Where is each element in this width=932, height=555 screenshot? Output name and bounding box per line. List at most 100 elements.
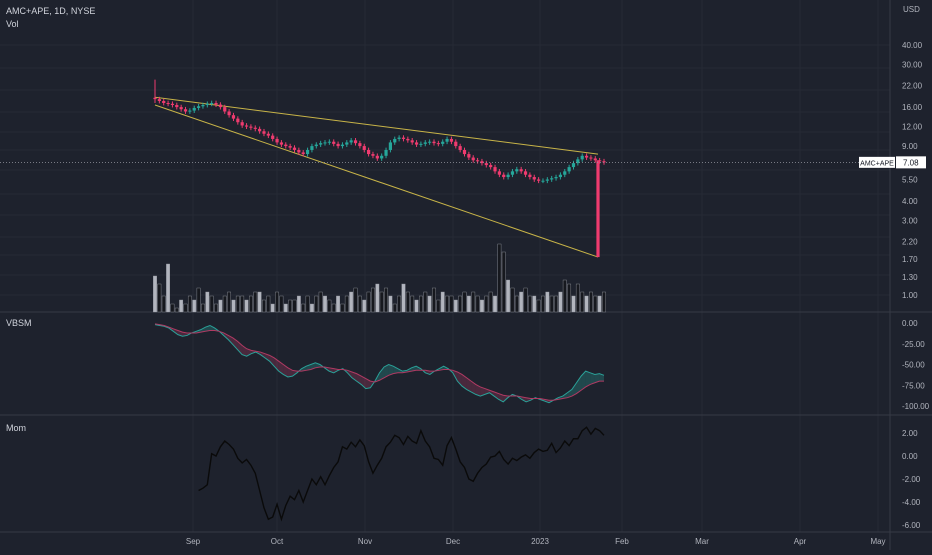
candle-body xyxy=(428,141,432,143)
volume-bar xyxy=(541,295,545,313)
volume-bar xyxy=(497,243,502,313)
volume-label[interactable]: Vol xyxy=(6,19,19,29)
vbsm-fill xyxy=(494,391,499,400)
volume-bar xyxy=(353,287,358,313)
vbsm-fill xyxy=(585,371,591,387)
candle-body xyxy=(192,107,196,111)
vbsm-fill xyxy=(209,325,215,331)
volume-bar xyxy=(253,291,258,313)
vbsm-fill xyxy=(246,348,252,357)
price-tag: AMC+APE 7.08 xyxy=(0,156,926,169)
volume-bar xyxy=(161,295,166,313)
vbsm-fill xyxy=(480,386,485,397)
volume-bar xyxy=(166,263,170,313)
grid xyxy=(0,0,890,532)
volume-bar xyxy=(209,295,214,313)
trendlines[interactable] xyxy=(154,96,599,258)
vbsm-label[interactable]: VBSM xyxy=(6,318,32,328)
price-tick: 22.00 xyxy=(902,82,923,91)
candle-body xyxy=(593,158,597,161)
vbsm-fill xyxy=(475,384,481,397)
volume-bar xyxy=(427,295,432,313)
candle-body xyxy=(218,104,222,108)
symbol-interval: 1D xyxy=(54,6,66,16)
candle-body xyxy=(397,137,401,139)
candle-body xyxy=(319,143,323,145)
volume-bar xyxy=(362,299,367,313)
time-tick: Nov xyxy=(358,537,372,546)
price-tag-box xyxy=(896,156,926,169)
candle-body xyxy=(532,177,536,180)
volume-bar xyxy=(480,299,484,313)
vbsm-tick: -50.00 xyxy=(902,361,925,370)
volume-bar xyxy=(475,295,480,313)
candle-body xyxy=(227,111,231,116)
volume-bar xyxy=(323,295,327,313)
vbsm-fill xyxy=(457,371,462,387)
symbol-header[interactable]: AMC+APE, 1D, NYSE xyxy=(6,6,95,16)
vbsm-fill xyxy=(292,370,298,377)
price-tick: 2.20 xyxy=(902,238,918,247)
candle-body xyxy=(205,103,209,106)
candle-body xyxy=(528,174,532,178)
candle-body xyxy=(584,155,589,158)
vbsm-fill xyxy=(521,396,527,402)
candle-body xyxy=(484,163,488,166)
volume-bar xyxy=(597,295,602,313)
volume-bar xyxy=(423,291,428,313)
candle-body xyxy=(157,99,161,102)
volume-bar xyxy=(397,295,402,313)
candle-body xyxy=(210,102,214,104)
candle-body xyxy=(201,105,205,107)
volume-bar xyxy=(257,291,262,313)
mom-label[interactable]: Mom xyxy=(6,423,26,433)
candle-body xyxy=(380,155,384,159)
candle-body xyxy=(162,101,166,103)
vbsm-fill xyxy=(599,373,604,382)
candle-body xyxy=(414,142,419,145)
volume-bar xyxy=(602,291,606,313)
vbsm-fill xyxy=(388,364,394,376)
volume-bar xyxy=(187,295,192,313)
price-tick: 1.70 xyxy=(902,255,918,264)
candle-body xyxy=(196,106,201,108)
mom-tick: 0.00 xyxy=(902,452,918,461)
mom-tick: -2.00 xyxy=(902,475,921,484)
candle-body xyxy=(523,171,528,175)
candle-body xyxy=(175,105,179,108)
candle-body xyxy=(423,142,427,144)
volume-bar xyxy=(340,303,345,313)
candle-body xyxy=(454,141,458,147)
volume-bar xyxy=(558,291,563,313)
candle-body xyxy=(284,144,288,147)
volume-bar xyxy=(240,295,245,313)
price-tick: 5.50 xyxy=(902,175,918,184)
mom-tick: -6.00 xyxy=(902,521,921,530)
price-tick: 1.00 xyxy=(902,291,918,300)
price-tick: 40.00 xyxy=(902,41,923,50)
volume-bar xyxy=(214,303,218,313)
volume-bar xyxy=(401,283,406,313)
candle-body xyxy=(297,149,301,153)
candle-body xyxy=(497,171,501,175)
volume-bar xyxy=(266,295,271,313)
candle-body xyxy=(589,157,593,159)
volume-bar xyxy=(414,299,419,313)
volume-bar xyxy=(449,295,454,313)
candle-body xyxy=(353,140,358,144)
candle-body xyxy=(567,167,571,172)
volume-bar xyxy=(536,299,541,313)
momentum-plot xyxy=(198,426,605,522)
candle-body xyxy=(336,143,340,147)
vbsm-fill xyxy=(301,366,307,372)
volume-bar xyxy=(453,299,458,313)
volume-bar xyxy=(432,287,436,313)
vbsm-fill xyxy=(283,364,288,377)
candle-body xyxy=(231,115,236,119)
candle-body xyxy=(292,147,297,150)
volume-bar xyxy=(419,295,423,313)
mom-tick: -4.00 xyxy=(902,498,921,507)
volume-bar xyxy=(445,295,449,313)
